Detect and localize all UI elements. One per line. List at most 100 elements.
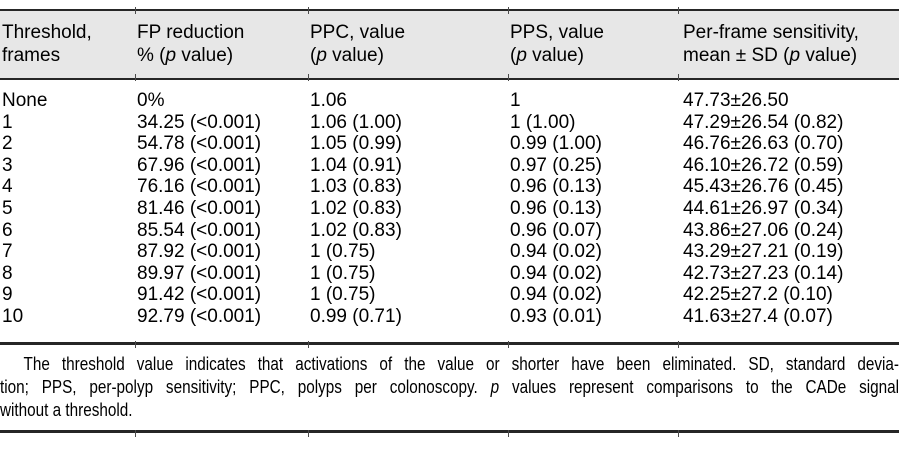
table-cell: 46.76±26.63 (0.70) <box>683 133 844 155</box>
table-cell: 10 <box>2 305 24 327</box>
table-cell: 47.29±26.54 (0.82) <box>683 111 844 133</box>
header-line2: frames <box>2 44 135 67</box>
column-separator-tick <box>135 341 136 348</box>
header-text: ( <box>510 45 517 66</box>
table-cell: 8 <box>2 262 13 284</box>
table-cell: 0.94 (0.02) <box>510 262 602 284</box>
table-cell: 2 <box>2 133 13 155</box>
table-top-rule <box>0 9 899 11</box>
column-separator-tick <box>308 430 309 437</box>
table-cell: 46.10±26.72 (0.59) <box>683 154 844 176</box>
table-row: 7 87.92 (<0.001) 1 (0.75) 0.94 (0.02) 43.29±… <box>0 241 899 263</box>
footnote-line: The threshold value indicates that activ… <box>0 353 899 376</box>
table-row: 10 92.79 (<0.001) 0.99 (0.71) 0.93 (0.01) 41… <box>0 306 899 343</box>
footnote-italic-p: p <box>490 376 500 397</box>
col-header-ppc: PPC, value (p value) <box>308 11 508 80</box>
table-cell: 7 <box>2 241 13 263</box>
header-text: value) <box>526 45 584 66</box>
table-row: 6 85.54 (<0.001) 1.02 (0.83) 0.96 (0.07) 43.… <box>0 220 899 242</box>
table-cell: 0.96 (0.13) <box>510 176 602 198</box>
column-separator-tick <box>678 430 679 437</box>
table-cell: 1 (0.75) <box>310 262 376 284</box>
header-line1: FP reduction <box>137 22 245 43</box>
table-row: 4 76.16 (<0.001) 1.03 (0.83) 0.96 (0.13) 45.… <box>0 176 899 198</box>
header-line1: PPS, value <box>510 22 604 43</box>
column-separator-tick <box>308 74 309 81</box>
col-header-fp-reduction: FP reduction % (p value) <box>135 11 308 80</box>
table-row: 9 91.42 (<0.001) 1 (0.75) 0.94 (0.02) 42.25±… <box>0 284 899 306</box>
table-cell: 0.93 (0.01) <box>510 305 602 327</box>
table-cell: 54.78 (<0.001) <box>137 133 262 155</box>
table-cell: 44.61±26.97 (0.34) <box>683 197 844 219</box>
table-cell: 67.96 (<0.001) <box>137 154 262 176</box>
header-text: value) <box>800 45 858 66</box>
table-cell: 9 <box>2 284 13 306</box>
table-row: 5 81.46 (<0.001) 1.02 (0.83) 0.96 (0.13) 44.… <box>0 198 899 220</box>
table-cell: 0.99 (1.00) <box>510 133 602 155</box>
results-table: Threshold, frames FP reduction % (p valu… <box>0 11 899 345</box>
column-separator-tick <box>508 341 509 348</box>
column-separator-tick <box>135 74 136 81</box>
column-separator-tick <box>135 7 136 14</box>
column-separator-tick <box>678 341 679 348</box>
table-cell: 0.96 (0.13) <box>510 197 602 219</box>
footnote-line: without a threshold. <box>0 399 899 422</box>
table-cell: 42.25±27.2 (0.10) <box>683 284 833 306</box>
header-italic-p: p <box>789 45 801 66</box>
table-cell: 81.46 (<0.001) <box>137 197 262 219</box>
table-cell: 43.86±27.06 (0.24) <box>683 219 844 241</box>
table-cell: 76.16 (<0.001) <box>137 176 262 198</box>
results-table-header: Threshold, frames FP reduction % (p valu… <box>0 11 899 80</box>
header-line2: (p value) <box>310 44 508 67</box>
header-line1: Per-frame sensitivity, <box>683 22 859 43</box>
header-text: % ( <box>137 45 166 66</box>
column-separator-tick <box>678 7 679 14</box>
table-cell: 42.73±27.23 (0.14) <box>683 262 844 284</box>
footnote-text: values represent comparisons to the CADe… <box>499 376 899 397</box>
footnote-line: tion; PPS, per-polyp sensitivity; PPC, p… <box>0 376 899 399</box>
table-row: 8 89.97 (<0.001) 1 (0.75) 0.94 (0.02) 42.73±… <box>0 263 899 285</box>
col-header-threshold: Threshold, frames <box>0 11 135 80</box>
header-text: frames <box>2 45 61 66</box>
table-cell: 91.42 (<0.001) <box>137 284 262 306</box>
header-text: value) <box>326 45 384 66</box>
table-cell: 43.29±27.21 (0.19) <box>683 241 844 263</box>
table-cell: 1.02 (0.83) <box>310 219 402 241</box>
table-cell: 47.73±26.50 <box>683 90 789 111</box>
column-separator-tick <box>308 7 309 14</box>
col-header-per-frame-sensitivity: Per-frame sensitivity, mean ± SD (p valu… <box>681 11 899 80</box>
table-cell: 0.99 (0.71) <box>310 305 402 327</box>
footnote-text: The threshold value indicates that activ… <box>23 353 899 374</box>
header-text: ( <box>310 45 317 66</box>
header-text: mean ± SD ( <box>683 45 790 66</box>
table-cell: 1.06 (1.00) <box>310 111 402 133</box>
table-cell: 41.63±27.4 (0.07) <box>683 305 833 327</box>
header-line2: mean ± SD (p value) <box>683 44 899 67</box>
table-cell: 1.04 (0.91) <box>310 154 402 176</box>
table-cell: 0.94 (0.02) <box>510 241 602 263</box>
column-separator-tick <box>308 341 309 348</box>
table-cell: 92.79 (<0.001) <box>137 305 262 327</box>
table-cell: 1 (0.75) <box>310 284 376 306</box>
figure-bottom-rule <box>0 430 899 434</box>
footnote-text: tion; PPS, per-polyp sensitivity; PPC, p… <box>0 376 491 397</box>
table-cell: 34.25 (<0.001) <box>137 111 262 133</box>
table-cell: 0.94 (0.02) <box>510 284 602 306</box>
table-cell: 1 (1.00) <box>510 111 576 133</box>
table-cell: 45.43±26.76 (0.45) <box>683 176 844 198</box>
table-cell: 1.03 (0.83) <box>310 176 402 198</box>
table-cell: None <box>2 90 48 111</box>
table-cell: 0% <box>137 90 165 111</box>
results-table-body: None 0% 1.06 1 47.73±26.50 1 34.25 (<0.001) 1.0… <box>0 79 899 343</box>
header-italic-p: p <box>516 45 527 66</box>
table-cell: 1.05 (0.99) <box>310 133 402 155</box>
table-cell: 1 <box>510 90 521 111</box>
header-line2: % (p value) <box>137 44 308 67</box>
table-row: 2 54.78 (<0.001) 1.05 (0.99) 0.99 (1.00) 46.… <box>0 133 899 155</box>
header-italic-p: p <box>316 45 327 66</box>
table-cell: 3 <box>2 154 13 176</box>
table-cell: 6 <box>2 219 13 241</box>
header-italic-p: p <box>165 45 177 66</box>
column-separator-tick <box>508 7 509 14</box>
table-cell: 0.97 (0.25) <box>510 154 602 176</box>
